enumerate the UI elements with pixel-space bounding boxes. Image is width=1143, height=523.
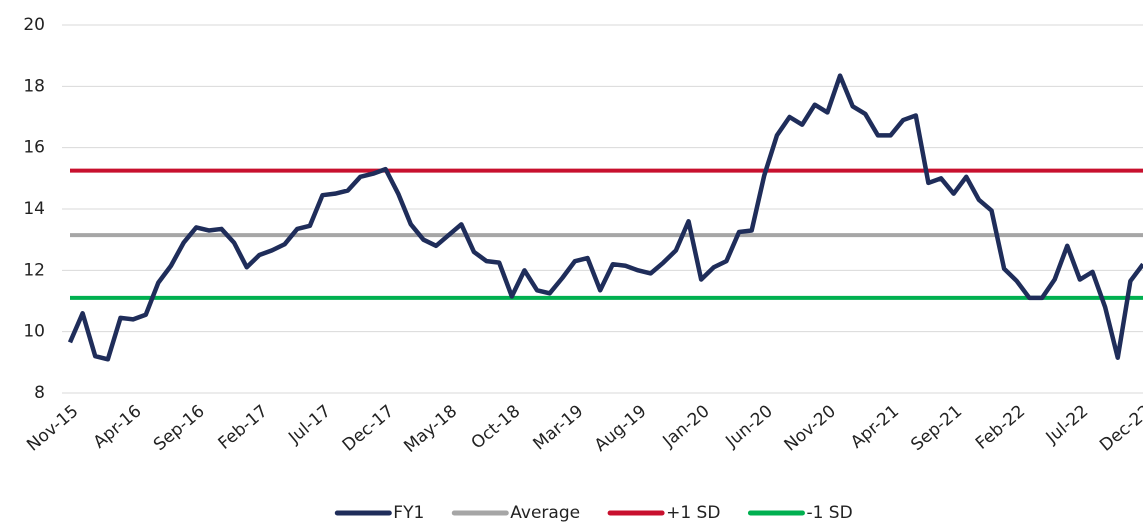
y-tick-label: 20 xyxy=(23,15,45,35)
y-tick-label: 10 xyxy=(23,322,45,342)
x-tick-label: Nov-20 xyxy=(781,401,840,455)
x-tick-label: Jan-20 xyxy=(659,401,714,452)
x-tick-label: Dec-22 xyxy=(1096,401,1143,455)
x-tick-label: Nov-15 xyxy=(23,401,82,455)
x-tick-label: Apr-21 xyxy=(847,401,903,452)
y-tick-label: 18 xyxy=(23,76,45,96)
x-tick-label: May-18 xyxy=(400,401,461,457)
y-tick-label: 12 xyxy=(23,260,45,280)
legend-label: Average xyxy=(510,503,580,523)
y-tick-label: 16 xyxy=(23,138,45,158)
x-tick-label: Sep-16 xyxy=(150,401,209,455)
y-tick-label: 14 xyxy=(23,199,45,219)
legend-label: FY1 xyxy=(393,503,424,523)
x-tick-label: Feb-17 xyxy=(215,401,272,454)
y-tick-label: 8 xyxy=(34,383,45,403)
legend-label: +1 SD xyxy=(666,503,720,523)
legend-label: -1 SD xyxy=(806,503,852,523)
x-tick-label: Jul-17 xyxy=(284,401,335,448)
x-tick-label: Jul-22 xyxy=(1042,401,1093,448)
x-tick-label: Feb-22 xyxy=(972,401,1029,454)
x-tick-label: Dec-17 xyxy=(339,401,398,455)
x-tick-label: Mar-19 xyxy=(529,401,587,454)
x-tick-label: Sep-21 xyxy=(907,401,966,455)
x-tick-label: Aug-19 xyxy=(591,401,651,456)
x-tick-label: Oct-18 xyxy=(468,401,525,453)
x-tick-label: Jun-20 xyxy=(721,401,776,452)
series-line xyxy=(67,73,1143,362)
x-tick-label: Apr-16 xyxy=(90,401,146,452)
